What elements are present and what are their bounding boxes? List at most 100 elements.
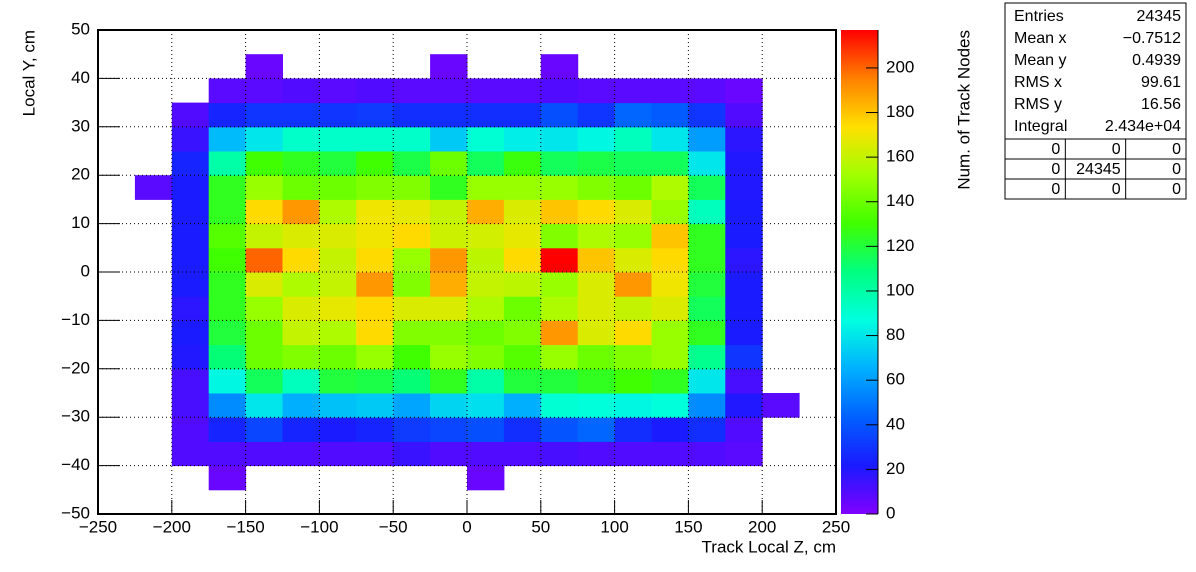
z-tick-label: 20 xyxy=(886,459,905,478)
stats-value: 24345 xyxy=(1137,8,1182,25)
heat-cell xyxy=(577,223,616,249)
heat-cell xyxy=(467,393,505,418)
heat-cell xyxy=(393,344,431,370)
heat-cell xyxy=(245,320,283,346)
heat-cell xyxy=(725,175,763,200)
heat-cell xyxy=(393,393,431,418)
heat-cell xyxy=(356,296,394,321)
heat-cell xyxy=(503,393,542,418)
heat-cell xyxy=(651,151,689,176)
heat-cell xyxy=(614,441,652,467)
heat-cell xyxy=(725,223,763,249)
heat-cell xyxy=(171,175,210,200)
heat-cell xyxy=(577,441,616,467)
x-tick-label: −50 xyxy=(379,517,408,536)
heat-cell xyxy=(356,78,394,104)
heat-cell xyxy=(614,296,652,321)
heat-cell xyxy=(688,175,726,200)
z-tick-label: 140 xyxy=(886,191,914,210)
heat-cell xyxy=(356,247,394,273)
heat-cell xyxy=(577,417,616,442)
heat-cell xyxy=(540,223,579,249)
heat-cell xyxy=(282,272,320,297)
heat-cell xyxy=(319,368,357,394)
heat-cell xyxy=(503,102,542,128)
heat-cell xyxy=(503,417,542,442)
plot-frame xyxy=(97,29,837,515)
heat-cell xyxy=(725,368,763,394)
heat-cell xyxy=(651,102,689,128)
y-tick-label: −40 xyxy=(61,455,90,474)
heat-cell xyxy=(319,78,357,104)
heat-cell xyxy=(319,126,357,152)
heat-cell xyxy=(651,223,689,249)
overflow-cell: 0 xyxy=(1112,181,1121,198)
heat-cell xyxy=(725,417,763,442)
heat-cell xyxy=(282,102,320,128)
heat-cell xyxy=(614,199,652,225)
heat-cell xyxy=(725,441,763,467)
heat-cell xyxy=(540,102,579,128)
y-axis-title: Local Y, cm xyxy=(19,30,38,116)
heat-cell xyxy=(503,272,542,297)
heat-cell xyxy=(319,199,357,225)
heat-cell xyxy=(503,441,542,467)
heat-cell xyxy=(356,151,394,176)
y-tick-label: 40 xyxy=(71,68,90,87)
heat-cell xyxy=(540,199,579,225)
stats-value: 0.4939 xyxy=(1132,52,1181,69)
heat-cell xyxy=(319,320,357,346)
heat-cell xyxy=(651,320,689,346)
heat-cell xyxy=(503,247,542,273)
heat-cell xyxy=(467,344,505,370)
stats-label: Integral xyxy=(1014,118,1067,135)
stats-label: Mean y xyxy=(1014,52,1066,69)
heat-cell xyxy=(467,102,505,128)
heat-cell xyxy=(393,199,431,225)
heat-cell xyxy=(688,126,726,152)
heat-cell xyxy=(171,368,210,394)
heat-cell xyxy=(577,102,616,128)
y-tick-label: 10 xyxy=(71,213,90,232)
heat-cell xyxy=(430,223,468,249)
heat-cell xyxy=(467,78,505,104)
heat-cell xyxy=(319,441,357,467)
heat-cell xyxy=(319,344,357,370)
heat-cell xyxy=(688,151,726,176)
heat-cell xyxy=(356,368,394,394)
heat-cell xyxy=(540,296,579,321)
heat-cell xyxy=(688,199,726,225)
heat-cell xyxy=(319,175,357,200)
heat-cell xyxy=(319,272,357,297)
heat-cell xyxy=(614,417,652,442)
heat-cell xyxy=(688,102,726,128)
stats-value: 16.56 xyxy=(1141,96,1181,113)
x-tick-label: 50 xyxy=(531,517,550,536)
heat-cell xyxy=(245,151,283,176)
heat-cell xyxy=(577,199,616,225)
x-tick-label: −250 xyxy=(79,517,117,536)
heat-cell xyxy=(430,320,468,346)
heat-cell xyxy=(467,272,505,297)
overflow-cell: 0 xyxy=(1172,161,1181,178)
heat-cell xyxy=(540,441,579,467)
overflow-cell: 0 xyxy=(1172,181,1181,198)
heat-cell xyxy=(393,272,431,297)
heat-cell xyxy=(614,393,652,418)
heat-cell xyxy=(208,344,247,370)
heat-cell xyxy=(540,247,579,273)
heat-cell xyxy=(208,175,247,200)
heat-cell xyxy=(208,247,247,273)
heat-cell xyxy=(282,368,320,394)
heat-cell xyxy=(171,417,210,442)
heat-cell xyxy=(171,441,210,467)
z-tick-label: 40 xyxy=(886,414,905,433)
heat-cell xyxy=(503,175,542,200)
x-axis-title: Track Local Z, cm xyxy=(702,537,836,556)
heat-cell xyxy=(208,272,247,297)
z-tick-label: 180 xyxy=(886,102,914,121)
heat-cell xyxy=(208,199,247,225)
x-tick-label: −200 xyxy=(153,517,191,536)
overflow-cell: 0 xyxy=(1172,141,1181,158)
heat-cell xyxy=(245,368,283,394)
